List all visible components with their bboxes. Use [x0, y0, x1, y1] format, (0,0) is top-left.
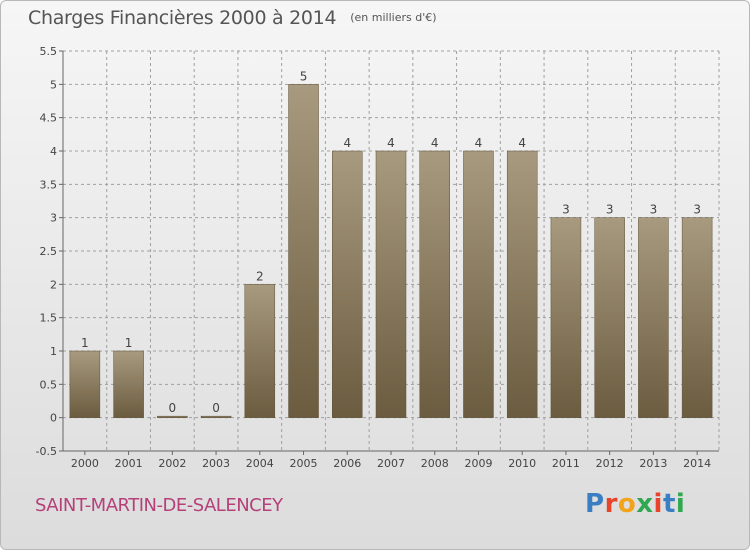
data-label-2010: 4 [518, 136, 526, 150]
logo-letter: P [585, 489, 605, 519]
x-tick-label-2003: 2003 [202, 457, 230, 470]
bars [69, 84, 713, 418]
bar-2009 [463, 150, 494, 418]
x-tick-label-2006: 2006 [333, 457, 361, 470]
bar-2000 [69, 350, 101, 418]
x-tick-label-2005: 2005 [290, 457, 318, 470]
bar-2008 [419, 150, 450, 418]
chart-title: Charges Financières 2000 à 2014 [28, 7, 337, 29]
bar-2013 [638, 217, 669, 418]
place-name: SAINT-MARTIN-DE-SALENCEY [35, 495, 283, 516]
bar-2004 [244, 284, 276, 418]
data-label-2006: 4 [343, 136, 351, 150]
x-tick-label-2007: 2007 [377, 457, 405, 470]
y-tick-label: 4 [50, 145, 57, 158]
x-tick-label-2000: 2000 [71, 457, 99, 470]
proxiti-logo[interactable]: Proxiti [585, 489, 685, 519]
y-tick-label: -0.5 [36, 445, 57, 458]
data-label-2003: 0 [212, 401, 220, 415]
data-label-2013: 3 [650, 203, 658, 217]
x-tick-label-2011: 2011 [552, 457, 580, 470]
bar-2005 [288, 84, 319, 418]
y-tick-label: 1 [50, 345, 57, 358]
logo-letter: x [636, 489, 654, 519]
data-label-2008: 4 [431, 136, 439, 150]
title-row: Charges Financières 2000 à 2014 (en milli… [28, 7, 437, 29]
bar-2003 [200, 415, 232, 418]
y-tick-label: 2 [50, 278, 57, 291]
data-labels: 1 1 0 0 2 5 4 4 4 4 4 3 3 3 3 [81, 69, 701, 415]
y-tick-label: 0 [50, 412, 57, 425]
data-label-2007: 4 [387, 136, 395, 150]
chart-subtitle: (en milliers d'€) [350, 11, 437, 24]
data-label-2012: 3 [606, 203, 614, 217]
bar-2002 [157, 415, 188, 418]
logo-letter: i [675, 489, 686, 519]
bar-2014 [681, 217, 713, 418]
bar-2006 [332, 150, 363, 418]
y-tick-label: 0.5 [40, 378, 58, 391]
logo-letter: t [662, 489, 676, 519]
x-tick-label-2014: 2014 [683, 457, 711, 470]
x-tick-label-2001: 2001 [115, 457, 143, 470]
x-tick-label-2010: 2010 [508, 457, 536, 470]
bar-2007 [375, 150, 407, 418]
x-tick-label-2009: 2009 [464, 457, 492, 470]
x-tick-label-2013: 2013 [639, 457, 667, 470]
y-tick-label: 4.5 [40, 112, 58, 125]
y-tick-label: 2.5 [40, 245, 58, 258]
bar-2010 [506, 150, 538, 418]
data-label-2002: 0 [169, 401, 177, 415]
x-tick-label-2002: 2002 [158, 457, 186, 470]
data-label-2000: 1 [81, 336, 89, 350]
y-tick-label: 5 [50, 78, 57, 91]
bar-2012 [594, 217, 625, 418]
logo-letter: i [653, 489, 663, 519]
y-tick-label: 1.5 [40, 312, 58, 325]
y-tick-label: 3 [50, 212, 57, 225]
y-tick-label: 3.5 [40, 178, 58, 191]
x-tick-label-2012: 2012 [596, 457, 624, 470]
bar-2011 [550, 217, 582, 418]
data-label-2011: 3 [562, 203, 570, 217]
x-tick-label-2004: 2004 [246, 457, 274, 470]
data-label-2001: 1 [125, 336, 133, 350]
data-label-2014: 3 [693, 203, 701, 217]
data-label-2004: 2 [256, 269, 264, 283]
logo-letter: r [604, 489, 618, 519]
data-label-2009: 4 [475, 136, 483, 150]
bar-2001 [113, 350, 144, 418]
y-tick-label: 5.5 [40, 45, 58, 58]
data-label-2005: 5 [300, 69, 308, 83]
logo-letter: o [617, 489, 637, 519]
x-tick-label-2008: 2008 [421, 457, 449, 470]
